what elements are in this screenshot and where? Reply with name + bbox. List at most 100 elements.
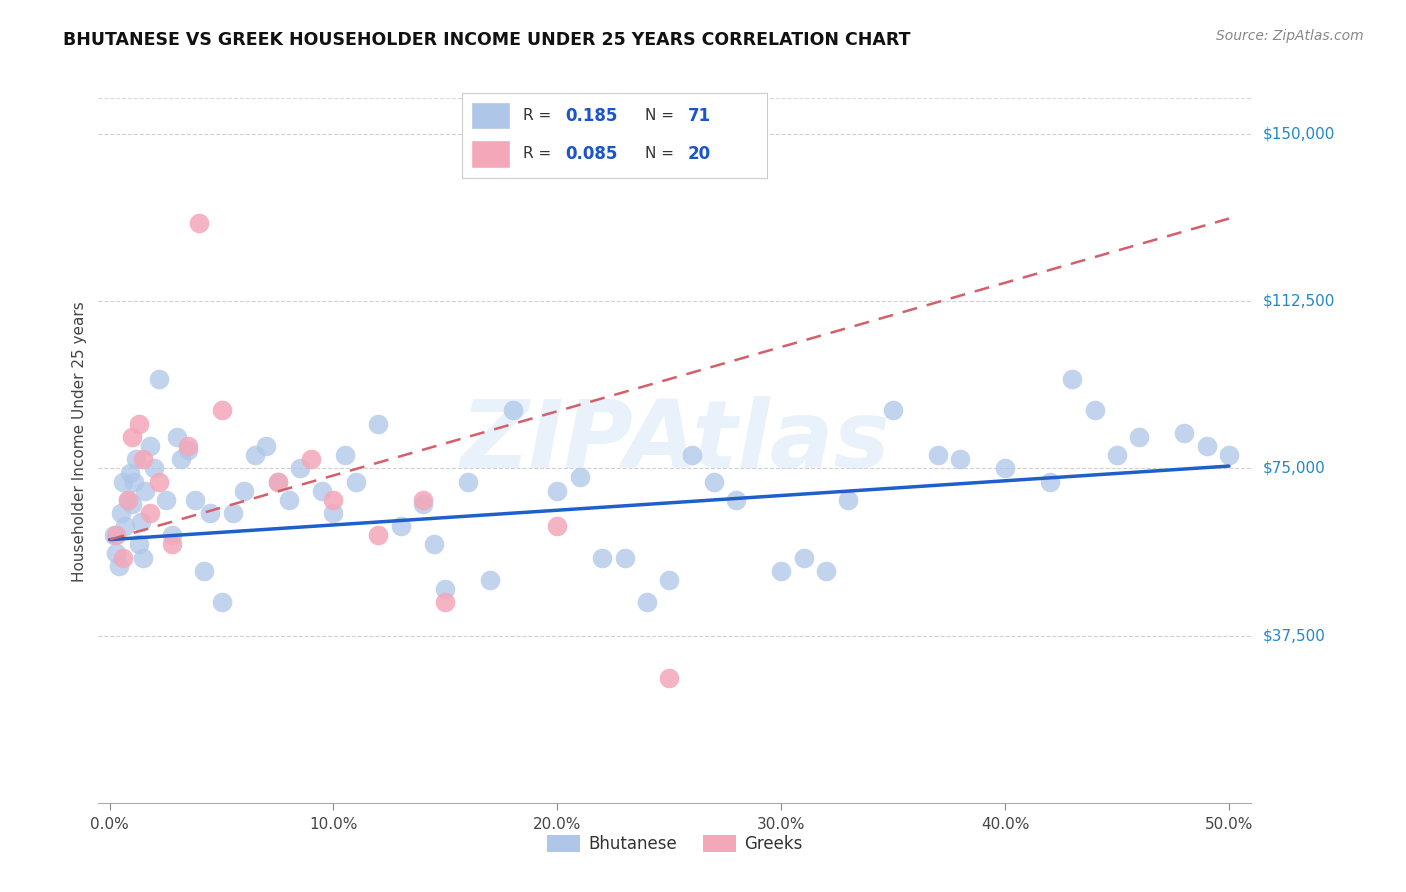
Point bbox=[1173, 425, 1195, 440]
Point bbox=[333, 448, 356, 462]
Point bbox=[882, 403, 904, 417]
Point bbox=[162, 528, 184, 542]
Point bbox=[636, 595, 658, 609]
Point bbox=[725, 492, 748, 507]
Point bbox=[434, 582, 457, 596]
Point bbox=[1218, 448, 1240, 462]
Point bbox=[681, 448, 703, 462]
Point bbox=[266, 475, 288, 489]
Point bbox=[658, 573, 681, 587]
Point bbox=[129, 515, 152, 529]
Point bbox=[110, 506, 132, 520]
Point bbox=[121, 430, 143, 444]
Point bbox=[134, 483, 156, 498]
Point bbox=[118, 466, 141, 480]
Point bbox=[128, 537, 150, 551]
Point bbox=[177, 443, 200, 458]
Point bbox=[117, 492, 139, 507]
Point bbox=[703, 475, 725, 489]
Point bbox=[389, 519, 412, 533]
Point bbox=[367, 528, 389, 542]
Point bbox=[188, 216, 211, 230]
Text: $112,500: $112,500 bbox=[1263, 293, 1334, 309]
Point bbox=[125, 452, 148, 467]
Point bbox=[148, 372, 170, 386]
Point bbox=[183, 492, 205, 507]
Point bbox=[277, 492, 299, 507]
Point bbox=[837, 492, 859, 507]
Point bbox=[322, 492, 344, 507]
Point bbox=[613, 550, 636, 565]
Point bbox=[546, 519, 568, 533]
Point bbox=[457, 475, 479, 489]
Text: Source: ZipAtlas.com: Source: ZipAtlas.com bbox=[1216, 29, 1364, 43]
Point bbox=[155, 492, 177, 507]
Point bbox=[254, 439, 277, 453]
Point bbox=[658, 671, 681, 685]
Legend: Bhutanese, Greeks: Bhutanese, Greeks bbox=[540, 828, 810, 860]
Point bbox=[299, 452, 322, 467]
Point bbox=[412, 497, 434, 511]
Text: $150,000: $150,000 bbox=[1263, 127, 1334, 141]
Point bbox=[1084, 403, 1107, 417]
Text: $37,500: $37,500 bbox=[1263, 628, 1326, 643]
Point bbox=[132, 550, 155, 565]
Point bbox=[1128, 430, 1150, 444]
Point bbox=[568, 470, 591, 484]
Point bbox=[479, 573, 502, 587]
Point bbox=[162, 537, 184, 551]
Point bbox=[132, 452, 155, 467]
Text: BHUTANESE VS GREEK HOUSEHOLDER INCOME UNDER 25 YEARS CORRELATION CHART: BHUTANESE VS GREEK HOUSEHOLDER INCOME UN… bbox=[63, 31, 911, 49]
Point bbox=[434, 595, 457, 609]
Point bbox=[949, 452, 972, 467]
Point bbox=[211, 403, 233, 417]
Point bbox=[139, 439, 162, 453]
Point bbox=[546, 483, 568, 498]
Point bbox=[927, 448, 949, 462]
Point bbox=[1039, 475, 1062, 489]
Point bbox=[112, 475, 135, 489]
Point bbox=[1105, 448, 1128, 462]
Point bbox=[322, 506, 344, 520]
Point bbox=[170, 452, 193, 467]
Point bbox=[105, 528, 128, 542]
Point bbox=[143, 461, 166, 475]
Point bbox=[311, 483, 333, 498]
Point bbox=[243, 448, 266, 462]
Point bbox=[1195, 439, 1218, 453]
Point bbox=[177, 439, 200, 453]
Y-axis label: Householder Income Under 25 years: Householder Income Under 25 years bbox=[72, 301, 87, 582]
Point bbox=[770, 564, 793, 578]
Point bbox=[412, 492, 434, 507]
Point bbox=[793, 550, 815, 565]
Point bbox=[211, 595, 233, 609]
Point bbox=[344, 475, 367, 489]
Point bbox=[166, 430, 188, 444]
Point bbox=[121, 497, 143, 511]
Point bbox=[266, 475, 288, 489]
Point bbox=[591, 550, 613, 565]
Point bbox=[122, 475, 145, 489]
Point bbox=[112, 550, 135, 565]
Point bbox=[107, 559, 129, 574]
Text: $75,000: $75,000 bbox=[1263, 461, 1326, 475]
Point bbox=[200, 506, 222, 520]
Point bbox=[222, 506, 245, 520]
Point bbox=[105, 546, 128, 560]
Point bbox=[288, 461, 311, 475]
Point bbox=[193, 564, 215, 578]
Point bbox=[367, 417, 389, 431]
Point bbox=[1062, 372, 1084, 386]
Point bbox=[502, 403, 524, 417]
Point bbox=[114, 519, 136, 533]
Point bbox=[148, 475, 170, 489]
Point bbox=[994, 461, 1017, 475]
Point bbox=[814, 564, 837, 578]
Point bbox=[117, 492, 139, 507]
Point bbox=[139, 506, 162, 520]
Point bbox=[423, 537, 446, 551]
Point bbox=[232, 483, 254, 498]
Text: ZIPAtlas: ZIPAtlas bbox=[460, 395, 890, 488]
Point bbox=[103, 528, 125, 542]
Point bbox=[128, 417, 150, 431]
